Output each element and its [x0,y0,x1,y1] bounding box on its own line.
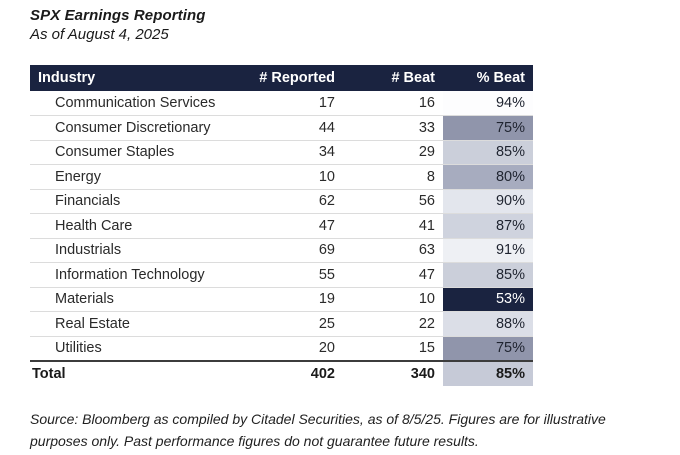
cell-reported: 69 [230,238,343,263]
cell-pct-beat: 85% [443,262,533,288]
total-pct-beat: 85% [443,360,533,386]
cell-pct-beat: 80% [443,164,533,190]
total-row: Total 402 340 85% [30,360,533,386]
column-header-industry: Industry [30,65,230,91]
source-line-1: Source: Bloomberg as compiled by Citadel… [30,410,606,427]
total-reported: 402 [310,365,335,382]
cell-pct-beat: 53% [443,287,533,312]
table-footer: Total 402 340 85% [30,360,533,386]
cell-beat: 10 [343,287,443,312]
table-row: Information Technology 55 47 85% [30,262,533,288]
table-row: Consumer Discretionary 44 33 75% [30,115,533,141]
cell-pct-beat: 75% [443,336,533,362]
cell-industry: Information Technology [30,262,230,288]
cell-beat: 8 [343,164,443,190]
table-row: Health Care 47 41 87% [30,213,533,239]
table-row: Communication Services 17 16 94% [30,91,533,116]
header-row: Industry # Reported # Beat % Beat [30,65,533,91]
cell-pct-beat: 91% [443,238,533,263]
total-beat: 340 [410,365,435,382]
cell-pct-beat: 85% [443,140,533,165]
column-header-reported: # Reported [230,65,343,91]
cell-beat: 16 [343,91,443,116]
page-subtitle: As of August 4, 2025 [30,26,169,43]
table-row: Real Estate 25 22 88% [30,311,533,337]
cell-industry: Consumer Discretionary [30,115,230,141]
cell-pct-beat: 88% [443,311,533,337]
cell-beat: 33 [343,115,443,141]
cell-reported: 10 [230,164,343,190]
cell-industry: Real Estate [30,311,230,337]
table-row: Consumer Staples 34 29 85% [30,140,533,165]
cell-beat: 56 [343,189,443,214]
cell-beat: 22 [343,311,443,337]
cell-reported: 17 [230,91,343,116]
column-header-pct-beat: % Beat [443,65,533,91]
cell-industry: Utilities [30,336,230,362]
table-row: Utilities 20 15 75% [30,336,533,362]
table-row: Energy 10 8 80% [30,164,533,190]
cell-pct-beat: 90% [443,189,533,214]
cell-beat: 29 [343,140,443,165]
table-header: Industry # Reported # Beat % Beat [30,65,533,91]
page-title: SPX Earnings Reporting [30,7,206,24]
cell-reported: 47 [230,213,343,239]
total-label: Total [32,365,66,382]
table-row: Financials 62 56 90% [30,189,533,214]
cell-beat: 63 [343,238,443,263]
column-header-beat: # Beat [343,65,443,91]
cell-reported: 20 [230,336,343,362]
cell-reported: 25 [230,311,343,337]
cell-beat: 47 [343,262,443,288]
cell-industry: Health Care [30,213,230,239]
cell-industry: Communication Services [30,91,230,116]
table-body: Communication Services 17 16 94% Consume… [30,91,533,362]
cell-reported: 55 [230,262,343,288]
cell-reported: 62 [230,189,343,214]
cell-industry: Energy [30,164,230,190]
cell-pct-beat: 87% [443,213,533,239]
source-footnote: Source: Bloomberg as compiled by Citadel… [30,408,680,452]
cell-industry: Materials [30,287,230,312]
table-row: Materials 19 10 53% [30,287,533,312]
source-line-2: purposes only. Past performance figures … [30,432,479,449]
table-row: Industrials 69 63 91% [30,238,533,263]
cell-pct-beat: 75% [443,115,533,141]
cell-industry: Industrials [30,238,230,263]
cell-beat: 15 [343,336,443,362]
cell-reported: 44 [230,115,343,141]
cell-beat: 41 [343,213,443,239]
cell-industry: Financials [30,189,230,214]
cell-pct-beat: 94% [443,91,533,116]
cell-reported: 34 [230,140,343,165]
earnings-table: Industry # Reported # Beat % Beat Commun… [30,65,533,386]
cell-industry: Consumer Staples [30,140,230,165]
cell-reported: 19 [230,287,343,312]
